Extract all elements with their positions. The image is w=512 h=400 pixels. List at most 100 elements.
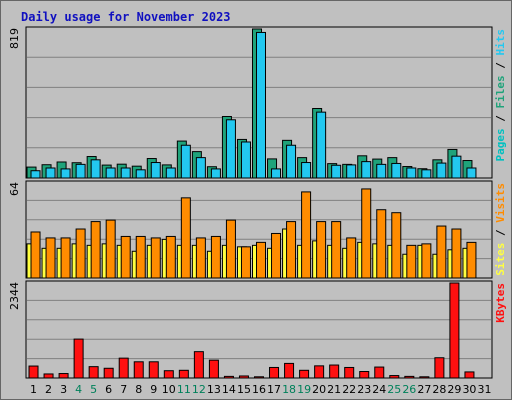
bar-kbytes-day-10 <box>163 370 174 379</box>
legend-hits: Hits <box>494 29 507 56</box>
bar-hits-day-17 <box>271 168 282 179</box>
bar-hits-day-8 <box>135 169 146 179</box>
x-axis-labels: 1 2 3 4 5 6 7 8 9 10 11 12 13 14 15 16 17 18 19 20 21 22 23 24 2… <box>30 383 491 396</box>
legend-separator: / <box>494 223 507 243</box>
bar-kbytes-day-20 <box>314 365 325 379</box>
x-tick-label-day-10: 10 <box>162 383 176 396</box>
bar-hits-day-27 <box>421 169 432 179</box>
x-tick-label-day-24: 24 <box>372 383 386 396</box>
bar-kbytes-day-18 <box>284 362 295 379</box>
bar-visits-day-15 <box>240 246 251 279</box>
bar-kbytes-day-3 <box>58 373 69 379</box>
bar-visits-day-13 <box>210 235 221 279</box>
x-tick-label-day-13: 13 <box>207 383 221 396</box>
bar-visits-day-20 <box>316 221 327 279</box>
x-tick-label-day-22: 22 <box>342 383 356 396</box>
bar-visits-day-24 <box>376 209 387 279</box>
x-tick-label-day-5: 5 <box>90 383 97 396</box>
x-tick-label-day-21: 21 <box>327 383 341 396</box>
bar-visits-day-14 <box>225 219 236 279</box>
legend-separator: / <box>494 56 507 76</box>
legend-pages: Pages <box>494 128 507 161</box>
bar-visits-day-16 <box>256 241 266 279</box>
bar-hits-day-3 <box>60 168 71 179</box>
bar-hits-day-5 <box>90 159 101 179</box>
bar-visits-day-18 <box>286 221 297 279</box>
bar-hits-day-10 <box>165 167 176 179</box>
bar-hits-day-25 <box>391 162 402 179</box>
bar-hits-day-26 <box>406 167 417 179</box>
bar-hits-day-19 <box>301 162 312 179</box>
x-tick-label-day-29: 29 <box>447 383 461 396</box>
bar-kbytes-day-29 <box>449 282 460 379</box>
x-tick-label-day-8: 8 <box>135 383 142 396</box>
x-tick-label-day-11: 11 <box>177 383 191 396</box>
bar-kbytes-day-26 <box>404 375 415 379</box>
bar-visits-day-7 <box>120 235 131 279</box>
bar-hits-day-11 <box>180 144 191 179</box>
panel-bottom: 2344 KBytes <box>8 280 507 379</box>
bar-kbytes-day-11 <box>178 369 189 379</box>
bar-hits-day-28 <box>436 162 447 179</box>
x-tick-label-day-20: 20 <box>312 383 326 396</box>
bar-kbytes-day-6 <box>103 367 114 379</box>
bar-visits-day-21 <box>331 221 342 279</box>
x-tick-label-day-6: 6 <box>105 383 112 396</box>
bar-hits-day-7 <box>120 167 131 179</box>
x-tick-label-day-1: 1 <box>30 383 37 396</box>
bar-hits-day-1 <box>30 170 41 179</box>
bar-kbytes-day-1 <box>28 365 39 379</box>
bar-kbytes-day-14 <box>223 375 234 379</box>
x-tick-label-day-30: 30 <box>462 383 476 396</box>
bar-kbytes-day-27 <box>419 376 430 379</box>
bar-hits-day-18 <box>286 144 297 179</box>
bar-visits-day-25 <box>391 212 402 279</box>
bar-visits-day-30 <box>466 241 477 279</box>
bar-hits-day-15 <box>240 141 251 179</box>
bar-kbytes-day-22 <box>344 366 355 379</box>
bar-visits-day-8 <box>135 235 146 279</box>
bar-hits-day-12 <box>195 157 206 179</box>
bar-kbytes-day-25 <box>389 375 400 379</box>
bar-visits-day-4 <box>75 228 86 279</box>
bar-kbytes-day-17 <box>269 366 280 379</box>
bar-visits-day-6 <box>105 219 116 279</box>
bar-hits-day-9 <box>150 162 161 179</box>
legend-visits: Visits <box>494 183 507 223</box>
bar-visits-day-19 <box>301 191 312 279</box>
bar-hits-day-29 <box>451 155 462 179</box>
panel-middle-max-label: 64 <box>8 182 21 196</box>
legend-kbytes: KBytes <box>494 283 507 323</box>
bar-visits-day-28 <box>436 225 447 279</box>
panel-bottom-legend: KBytes <box>494 283 507 323</box>
bar-hits-day-4 <box>75 163 86 179</box>
bar-visits-day-23 <box>361 188 372 279</box>
x-tick-label-day-14: 14 <box>222 383 236 396</box>
panel-bottom-max-label: 2344 <box>8 282 21 310</box>
legend-separator: / <box>494 109 507 129</box>
x-tick-label-day-19: 19 <box>297 383 311 396</box>
bar-kbytes-day-13 <box>208 359 219 379</box>
x-tick-label-day-28: 28 <box>432 383 446 396</box>
panel-top-legend: Pages / Files / Hits <box>494 29 507 162</box>
x-tick-label-day-2: 2 <box>45 383 52 396</box>
panel-middle: 64 Sites / Visits <box>8 180 507 279</box>
bar-hits-day-30 <box>466 167 477 179</box>
bar-visits-day-9 <box>150 237 161 279</box>
bar-kbytes-day-19 <box>299 369 310 379</box>
bar-kbytes-day-23 <box>359 371 370 379</box>
bar-kbytes-day-21 <box>329 364 340 379</box>
bar-kbytes-day-9 <box>148 361 159 379</box>
bar-visits-day-26 <box>406 244 417 279</box>
bar-visits-day-22 <box>346 237 357 279</box>
bar-hits-day-20 <box>316 111 327 179</box>
x-tick-label-day-7: 7 <box>120 383 127 396</box>
bar-kbytes-day-24 <box>374 366 385 379</box>
bar-kbytes-day-15 <box>238 375 249 379</box>
bar-hits-day-13 <box>210 168 221 179</box>
bar-visits-day-10 <box>165 235 176 279</box>
x-tick-label-day-12: 12 <box>192 383 206 396</box>
bar-visits-day-5 <box>90 221 101 279</box>
